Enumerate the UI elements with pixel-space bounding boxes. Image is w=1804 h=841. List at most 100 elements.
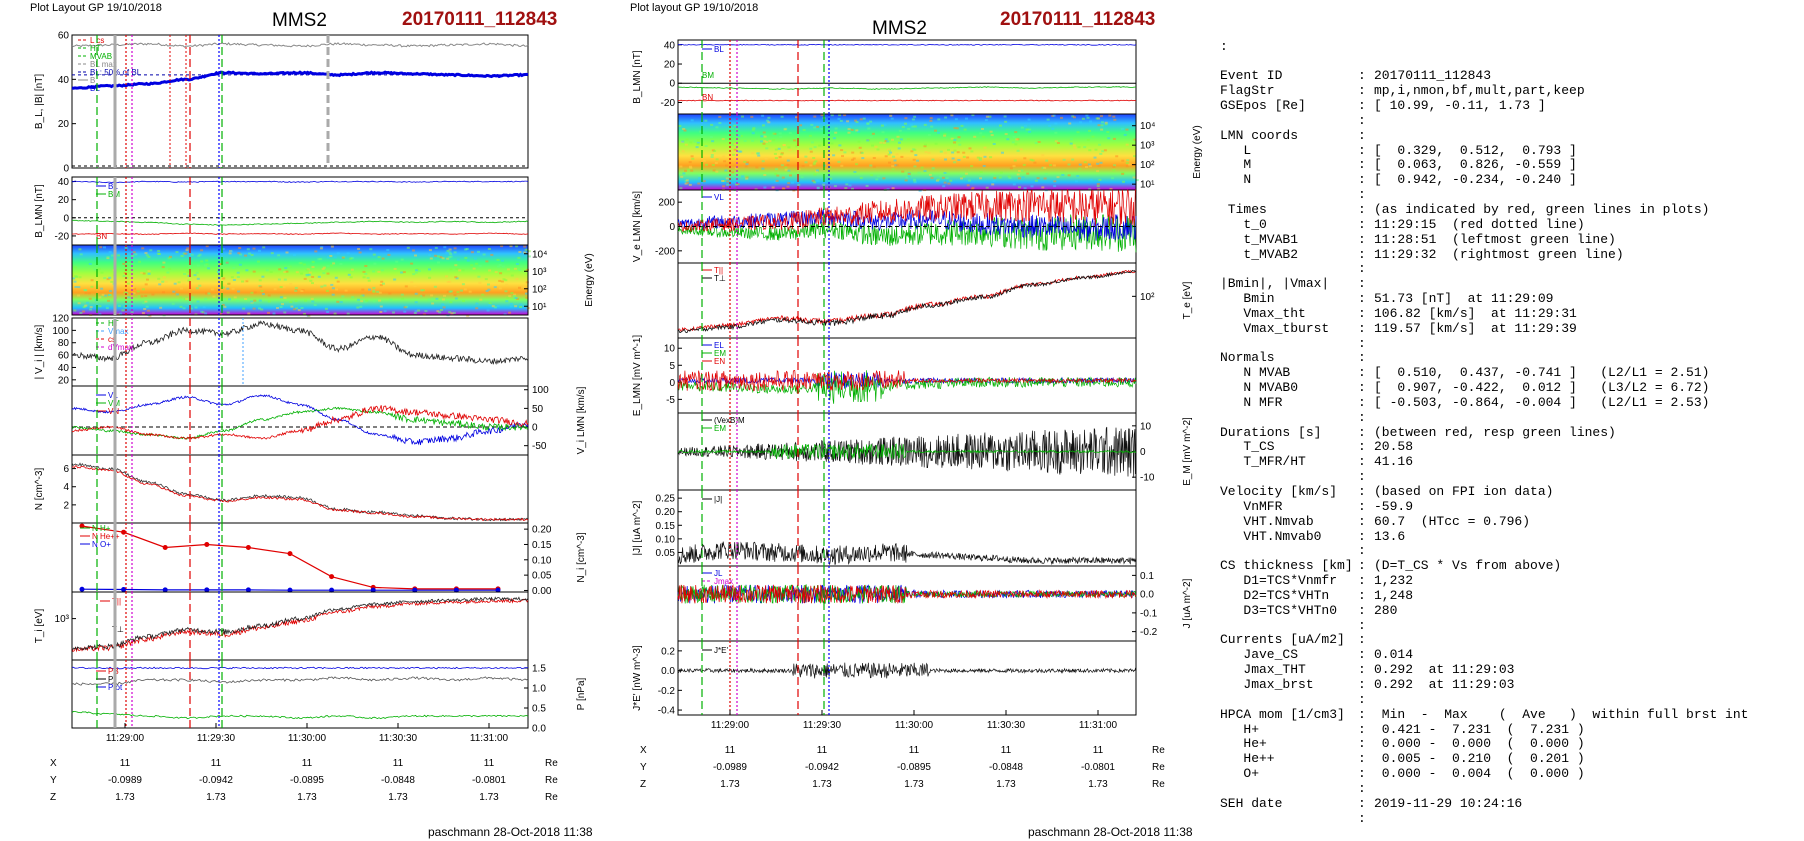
spectrogram-speck [1125,128,1129,131]
position-value: -0.0895 [897,762,931,773]
spectrogram-speck [931,158,935,161]
spectrogram-speck [303,277,307,280]
spectrogram-speck [944,158,947,161]
info-colon: : [1358,112,1366,128]
spectrogram-speck [735,128,739,131]
spectrogram-speck [178,299,182,302]
spectrogram-speck [238,247,242,249]
spectrogram-speck [126,282,130,285]
spectrogram-speck [317,275,321,278]
spectrogram-speck [978,157,982,160]
spectrogram-speck [436,310,440,313]
legend-entry: BL [90,84,100,93]
spectrogram-speck [789,174,792,177]
left-layout-label: Plot Layout GP 19/10/2018 [30,2,162,14]
spectrogram-speck [888,161,891,164]
spectrogram-speck [326,272,330,275]
spectrogram-speck [185,249,189,252]
info-key: N MVAB0 [1220,380,1299,396]
spectrogram-speck [505,283,509,286]
spectrogram-speck [319,247,323,250]
spectrogram-speck [698,177,702,180]
spectrogram-speck [820,127,824,130]
spectrogram-speck [1125,165,1129,168]
spectrogram-speck [445,251,449,254]
spectrogram-speck [380,269,384,272]
spectrogram-speck [455,268,459,270]
spectrogram-speck [527,250,531,253]
spectrogram-speck [917,171,921,174]
r-panel-blmn-ylabel: B_LMN [nT] [632,50,643,104]
spectrogram-speck [162,261,166,264]
spectrogram-speck [514,305,518,308]
spectrogram-speck [468,290,472,293]
spectrogram-speck [168,267,172,270]
spectrogram-speck [418,269,421,272]
spectrogram-speck [966,156,970,159]
info-row: Jmax_THT:0.292 at 11:29:03 [1220,662,1748,678]
series-abs-b [71,42,529,48]
spectrogram-speck [378,291,382,294]
spectrogram-speck [508,311,512,314]
spectrogram-speck [77,286,81,289]
spectrogram-speck [428,249,432,252]
panel-nihpca-ylabel: N_i [cm^-3] [576,532,587,582]
spectrogram-speck [513,267,517,270]
info-row: : [1220,781,1748,797]
y-tick-label: 0 [669,79,675,90]
spectrogram-speck [269,271,273,273]
spectrogram-speck [198,284,202,287]
series-bn [678,99,1137,102]
spectrogram-speck [510,274,514,277]
spectrogram-speck [377,256,381,259]
spectrogram-speck [131,286,135,289]
spectrogram-speck [103,246,106,249]
spectrogram-speck [1001,151,1004,154]
spectrogram-speck [1089,120,1093,123]
spectrogram-speck [393,278,397,281]
spectrogram-speck [745,163,749,166]
spectrogram-speck [924,143,927,146]
spectrogram-speck [782,144,786,147]
r-panel-ve-ylabel: V_e LMN [km/s] [632,191,643,262]
spectrogram-speck [146,278,149,281]
spectrogram-speck [1020,169,1024,172]
spectrogram-speck [252,307,256,310]
spectrogram-speck [92,297,96,300]
spectrogram-speck [731,171,735,174]
spectrogram-speck [166,271,170,274]
spectrogram-speck [488,302,492,305]
spectrogram-speck [212,295,216,298]
spectrogram-speck [186,247,190,250]
spectrogram-speck [1113,164,1116,167]
spectrogram-speck [493,286,497,289]
spectrogram-speck [964,172,968,175]
info-colon: : [1358,454,1366,470]
spectrogram-speck [325,289,329,292]
spectrogram-speck [420,289,424,292]
info-row: Vmax_tburst:119.57 [km/s] at 11:29:39 [1220,321,1748,337]
spectrogram-speck [493,306,497,309]
spectrogram-speck [981,128,984,130]
spectrogram-speck [320,246,324,249]
spectrogram-speck [1026,172,1030,175]
info-key: VHT.Nmvab [1220,513,1314,529]
info-key: Currents [uA/m2] [1220,632,1345,648]
r-panel-jlmn-ylabel: J [uA m^-2] [1182,578,1193,628]
spectrogram-speck [1100,124,1104,127]
spectrogram-speck [180,255,184,257]
spectrogram-speck [519,265,523,268]
spectrogram-speck [1067,174,1071,177]
series-teperp [677,269,1137,334]
spectrogram-speck [1072,144,1076,147]
spectrogram-speck [984,119,988,122]
y-tick-label: 40 [664,40,676,51]
spectrogram-speck [702,180,706,183]
info-colon: : [1358,706,1366,722]
spectrogram-speck [379,311,383,313]
spectrogram-speck [869,136,873,138]
info-colon: : [1358,98,1366,114]
spectrogram-speck [923,170,927,172]
spectrogram-speck [258,279,262,282]
spectrogram-speck [515,263,519,265]
